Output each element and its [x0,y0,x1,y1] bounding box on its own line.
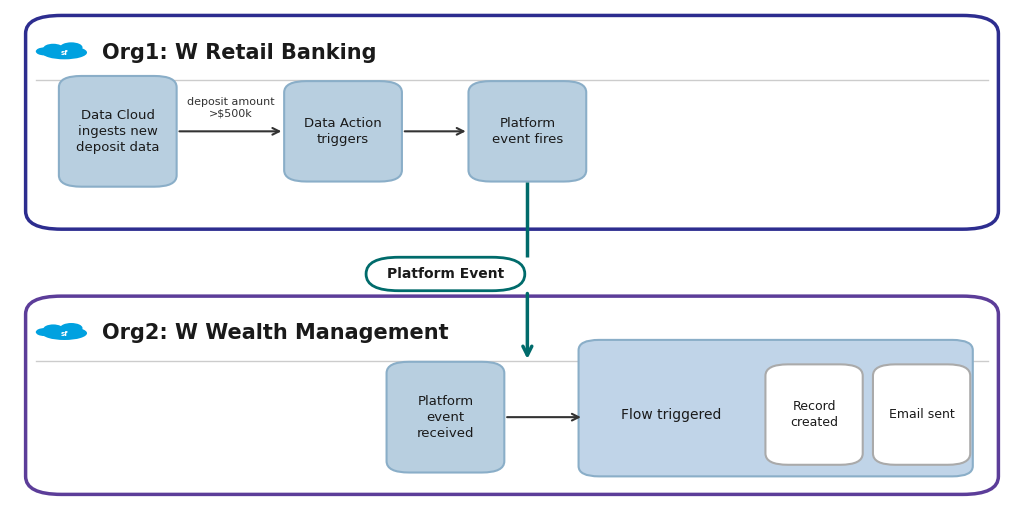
Text: sf: sf [60,50,69,56]
FancyBboxPatch shape [367,258,524,290]
FancyBboxPatch shape [579,340,973,476]
FancyBboxPatch shape [469,81,586,182]
Text: deposit amount
>$500k: deposit amount >$500k [186,97,274,118]
FancyBboxPatch shape [766,365,862,465]
Ellipse shape [36,328,52,336]
Ellipse shape [43,44,63,54]
Text: Data Action
triggers: Data Action triggers [304,117,382,146]
Text: Flow triggered: Flow triggered [621,407,721,422]
Text: Platform
event fires: Platform event fires [492,117,563,146]
Text: Record
created: Record created [791,400,838,429]
Ellipse shape [36,47,52,56]
Ellipse shape [42,327,87,340]
FancyBboxPatch shape [387,362,504,473]
Ellipse shape [43,324,63,334]
Text: Platform Event: Platform Event [387,267,504,281]
FancyBboxPatch shape [59,76,177,187]
Text: Data Cloud
ingests new
deposit data: Data Cloud ingests new deposit data [76,109,160,154]
Text: Org1: W Retail Banking: Org1: W Retail Banking [102,43,377,62]
Ellipse shape [42,46,87,59]
Text: Platform
event
received: Platform event received [417,394,474,440]
Ellipse shape [60,323,83,333]
FancyBboxPatch shape [285,81,401,182]
Ellipse shape [60,42,83,53]
FancyBboxPatch shape [872,365,971,465]
Text: Org2: W Wealth Management: Org2: W Wealth Management [102,323,450,343]
Text: Email sent: Email sent [889,408,954,421]
FancyBboxPatch shape [26,15,998,229]
Text: sf: sf [60,331,69,337]
FancyBboxPatch shape [26,296,998,494]
